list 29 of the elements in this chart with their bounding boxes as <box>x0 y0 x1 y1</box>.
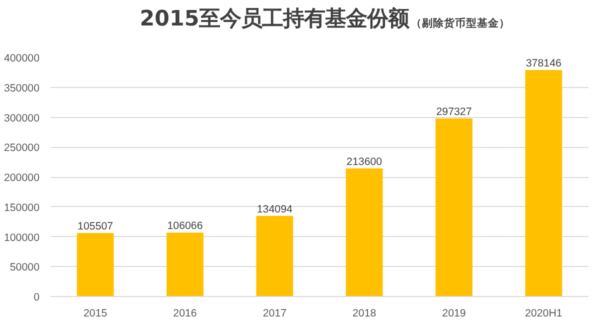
bar <box>256 216 294 296</box>
y-tick-label: 150000 <box>4 202 40 214</box>
data-label: 106066 <box>167 220 203 232</box>
y-tick-label: 350000 <box>4 82 40 94</box>
data-label: 213600 <box>346 156 382 168</box>
y-tick-label: 250000 <box>4 142 40 154</box>
chart-title: 2015至今员工持有基金份额 <box>140 6 410 32</box>
data-label: 378146 <box>526 58 562 70</box>
x-tick-label: 2020H1 <box>525 308 562 320</box>
y-tick-label: 300000 <box>4 112 40 124</box>
x-tick-label: 2015 <box>83 308 108 320</box>
chart-subtitle: （剔除货币型基金） <box>410 16 510 30</box>
y-tick-label: 0 <box>34 292 40 304</box>
bar <box>166 232 204 296</box>
bar <box>76 232 114 296</box>
y-tick-label: 100000 <box>4 232 40 244</box>
bar <box>436 118 472 296</box>
bar <box>346 168 383 296</box>
data-label: 105507 <box>78 220 114 232</box>
data-label: 297327 <box>436 106 472 118</box>
bar <box>525 70 562 296</box>
x-tick-label: 2019 <box>442 308 466 320</box>
data-label: 134094 <box>256 203 293 216</box>
x-tick-label: 2018 <box>352 308 376 320</box>
x-tick-label: 2016 <box>173 308 197 320</box>
y-tick-label: 50000 <box>10 262 40 274</box>
y-tick-label: 400000 <box>4 52 40 64</box>
x-tick-label: 2017 <box>262 308 287 320</box>
y-tick-label: 200000 <box>4 172 40 184</box>
